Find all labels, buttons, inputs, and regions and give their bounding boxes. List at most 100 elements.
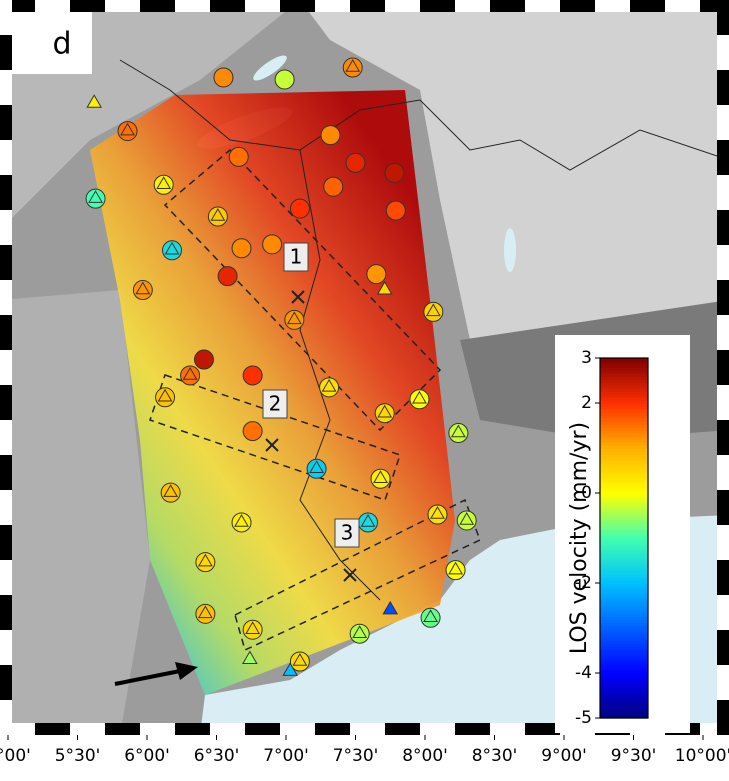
frame-segment bbox=[245, 0, 280, 12]
frame-segment bbox=[717, 420, 729, 455]
frame-segment bbox=[140, 723, 175, 735]
frame-segment bbox=[717, 630, 729, 665]
station bbox=[218, 267, 237, 286]
frame-segment bbox=[0, 455, 12, 490]
x-tick-label: 6°00' bbox=[124, 746, 170, 766]
frame-segment bbox=[0, 560, 12, 595]
frame-segment bbox=[105, 723, 140, 735]
station bbox=[385, 163, 404, 182]
colorbar-tick-label: -2 bbox=[575, 573, 592, 593]
profile-label: 2 bbox=[269, 392, 282, 416]
colorbar-tick-label: 3 bbox=[581, 348, 592, 368]
station bbox=[275, 70, 294, 89]
station bbox=[194, 350, 213, 369]
colorbar-tick-label: 2 bbox=[581, 393, 592, 413]
frame-segment bbox=[0, 210, 12, 245]
frame-segment bbox=[280, 723, 315, 735]
frame-segment bbox=[175, 0, 210, 12]
profile-label: 1 bbox=[290, 245, 303, 269]
frame-segment bbox=[0, 0, 12, 35]
frame-segment bbox=[595, 0, 630, 12]
frame-segment bbox=[717, 350, 729, 385]
frame-segment bbox=[717, 455, 729, 490]
frame-segment bbox=[210, 723, 245, 735]
frame-segment bbox=[350, 723, 385, 735]
station bbox=[367, 265, 386, 284]
frame-segment bbox=[280, 0, 315, 12]
lake bbox=[504, 228, 516, 272]
frame-segment bbox=[0, 420, 12, 455]
station bbox=[324, 177, 343, 196]
frame-segment bbox=[350, 0, 385, 12]
frame-segment bbox=[560, 0, 595, 12]
frame-segment bbox=[665, 0, 700, 12]
station bbox=[290, 199, 309, 218]
frame-segment bbox=[0, 350, 12, 385]
station bbox=[386, 201, 405, 220]
frame-segment bbox=[0, 70, 12, 105]
colorbar-tick-label: -5 bbox=[575, 708, 592, 728]
frame-segment bbox=[0, 525, 12, 560]
frame-segment bbox=[717, 0, 729, 35]
frame-segment bbox=[455, 723, 490, 735]
frame-segment bbox=[717, 385, 729, 420]
frame-segment bbox=[210, 0, 245, 12]
frame-segment bbox=[70, 723, 105, 735]
frame-segment bbox=[420, 0, 455, 12]
frame-segment bbox=[385, 0, 420, 12]
frame-segment bbox=[717, 525, 729, 560]
x-tick-label: 9°30' bbox=[611, 746, 657, 766]
frame-segment bbox=[717, 280, 729, 315]
frame-segment bbox=[717, 315, 729, 350]
frame-segment bbox=[0, 175, 12, 210]
x-tick-label: 7°00' bbox=[263, 746, 309, 766]
frame-segment bbox=[717, 175, 729, 210]
frame-segment bbox=[105, 0, 140, 12]
colorbar: LOS velocity (mm/yr) 320-2-4-5 bbox=[555, 335, 690, 733]
frame-segment bbox=[717, 560, 729, 595]
frame-segment bbox=[717, 665, 729, 700]
frame-segment bbox=[385, 723, 420, 735]
station bbox=[321, 126, 340, 145]
colorbar-tick-label: 0 bbox=[581, 483, 592, 503]
station bbox=[243, 422, 262, 441]
x-tick-label: 8°00' bbox=[402, 746, 448, 766]
frame-segment bbox=[630, 0, 665, 12]
station bbox=[214, 68, 233, 87]
frame-segment bbox=[0, 245, 12, 280]
frame-segment bbox=[0, 385, 12, 420]
frame-segment bbox=[525, 723, 560, 735]
frame-segment bbox=[490, 0, 525, 12]
x-axis: 5°00'5°30'6°00'6°30'7°00'7°30'8°00'8°30'… bbox=[0, 735, 729, 766]
station bbox=[346, 153, 365, 172]
frame-segment bbox=[0, 630, 12, 665]
profile-label: 3 bbox=[341, 521, 354, 545]
frame-segment bbox=[717, 210, 729, 245]
frame-segment bbox=[140, 0, 175, 12]
frame-segment bbox=[245, 723, 280, 735]
frame-segment bbox=[490, 723, 525, 735]
x-tick-label: 7°30' bbox=[333, 746, 379, 766]
panel-label: d bbox=[52, 27, 71, 62]
frame-segment bbox=[717, 140, 729, 175]
frame-segment bbox=[717, 245, 729, 280]
frame-segment bbox=[0, 280, 12, 315]
x-tick-label: 5°30' bbox=[55, 746, 101, 766]
frame-segment bbox=[175, 723, 210, 735]
frame-segment bbox=[525, 0, 560, 12]
x-tick-label: 8°30' bbox=[472, 746, 518, 766]
frame-segment bbox=[0, 140, 12, 175]
frame-segment bbox=[455, 0, 490, 12]
x-tick-label: 6°30' bbox=[194, 746, 240, 766]
frame-segment bbox=[315, 0, 350, 12]
station bbox=[243, 366, 262, 385]
frame-segment bbox=[717, 70, 729, 105]
map-figure: 1 2 3 d LOS velocity (mm/yr) 320-2-4-5 5… bbox=[0, 0, 729, 781]
frame-segment bbox=[0, 35, 12, 70]
station bbox=[263, 235, 282, 254]
frame-segment bbox=[0, 665, 12, 700]
frame-segment bbox=[717, 35, 729, 70]
station bbox=[232, 239, 251, 258]
frame-segment bbox=[717, 490, 729, 525]
frame-segment bbox=[0, 595, 12, 630]
